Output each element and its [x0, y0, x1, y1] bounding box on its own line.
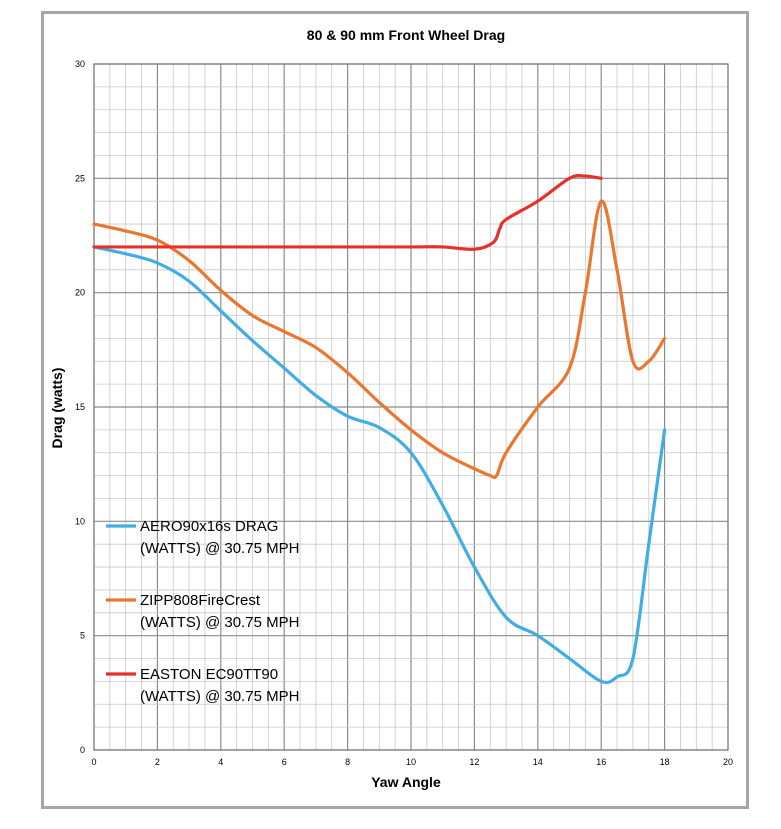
- plot-border: [93, 63, 729, 751]
- x-tick-label: 2: [155, 757, 160, 767]
- legend: AERO90x16s DRAG(WATTS) @ 30.75 MPHZIPP80…: [106, 518, 299, 705]
- legend-label: (WATTS) @ 30.75 MPH: [140, 540, 299, 557]
- legend-label: (WATTS) @ 30.75 MPH: [140, 614, 299, 631]
- legend-easton: EASTON EC90TT90 (WATTS) @ 30.75 MPH: [106, 666, 299, 705]
- x-tick-label: 4: [218, 757, 223, 767]
- legend-label: (WATTS) @ 30.75 MPH: [140, 688, 299, 705]
- x-tick-label: 12: [469, 757, 479, 767]
- y-tick-label: 20: [75, 288, 85, 298]
- grid: [93, 63, 729, 751]
- y-tick-label: 25: [75, 173, 85, 183]
- x-tick-label: 18: [660, 757, 670, 767]
- y-axis-title: Drag (watts): [49, 368, 65, 449]
- y-tick-label: 15: [75, 402, 85, 412]
- zipp808-series-line: [92, 199, 667, 480]
- y-tick-label: 30: [75, 59, 85, 69]
- legend-label: AERO90x16s DRAG: [140, 518, 278, 535]
- x-tick-label: 10: [406, 757, 416, 767]
- legend-aero90: AERO90x16s DRAG (WATTS) @ 30.75 MPH: [106, 518, 299, 557]
- legend-zipp808: ZIPP808FireCrest (WATTS) @ 30.75 MPH: [106, 592, 299, 631]
- y-tick-label: 5: [80, 631, 85, 641]
- x-tick-label: 0: [91, 757, 96, 767]
- aero90-series-line: [92, 245, 667, 685]
- legend-label: ZIPP808FireCrest: [140, 592, 261, 609]
- x-tick-label: 16: [596, 757, 606, 767]
- y-tick-label: 0: [80, 745, 85, 755]
- easton-series-line: [92, 174, 603, 251]
- x-tick-label: 14: [533, 757, 543, 767]
- tick-labels: 0 2 4 6 8 10 12 14 16 18 20 0 5 10 15 20 25 30: [75, 59, 733, 767]
- y-tick-label: 10: [75, 516, 85, 526]
- chart-title: 80 & 90 mm Front Wheel Drag: [307, 27, 505, 43]
- line-chart: 0 2 4 6 8 10 12 14 16 18 20 0 5 10 15 20 25 30 80 & 90 mm…: [49, 27, 733, 790]
- legend-label: EASTON EC90TT90: [140, 666, 278, 683]
- x-tick-label: 6: [282, 757, 287, 767]
- series-lines: [92, 174, 667, 685]
- x-tick-label: 8: [345, 757, 350, 767]
- chart-frame: 0 2 4 6 8 10 12 14 16 18 20 0 5 10 15 20 25 30 80 & 90 mm…: [41, 11, 749, 809]
- x-tick-label: 20: [723, 757, 733, 767]
- x-axis-title: Yaw Angle: [371, 774, 441, 790]
